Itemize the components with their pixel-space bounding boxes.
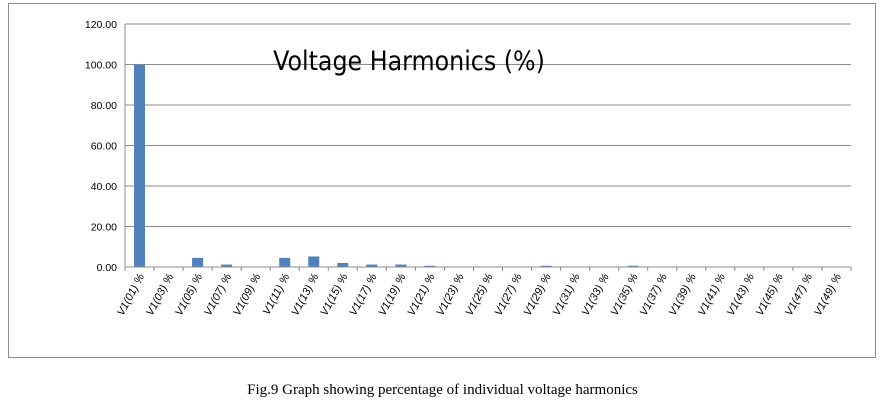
y-tick-label: 0.00 — [97, 262, 118, 274]
x-tick-label: V1(49) % — [812, 272, 844, 318]
x-tick-label: V1(19) % — [376, 272, 408, 318]
x-tick-label: V1(23) % — [434, 272, 466, 318]
bar — [366, 264, 378, 267]
x-tick-label: V1(17) % — [347, 272, 379, 318]
bar — [395, 264, 407, 267]
chart-title: Voltage Harmonics (%) — [273, 45, 545, 77]
x-tick-label: V1(31) % — [551, 272, 583, 318]
x-tick-label: V1(45) % — [754, 272, 786, 318]
x-tick-label: V1(11) % — [261, 272, 293, 318]
bar — [308, 256, 320, 267]
x-tick-label: V1(29) % — [522, 272, 554, 318]
x-tick-label: V1(35) % — [609, 272, 641, 318]
y-tick-label: 60.00 — [91, 141, 117, 153]
y-tick-label: 100.00 — [85, 60, 117, 72]
bar — [192, 257, 204, 267]
y-tick-label: 120.00 — [85, 19, 117, 31]
x-tick-label: V1(07) % — [202, 272, 234, 318]
x-tick-label: V1(37) % — [638, 272, 670, 318]
bar — [134, 64, 146, 267]
bar — [424, 265, 436, 267]
y-tick-label: 40.00 — [91, 181, 117, 193]
x-tick-label: V1(03) % — [144, 272, 176, 318]
bar — [540, 265, 552, 267]
x-tick-label: V1(41) % — [696, 272, 728, 318]
x-tick-label: V1(39) % — [667, 272, 699, 318]
x-tick-label: V1(15) % — [318, 272, 350, 318]
x-tick-label: V1(21) % — [405, 272, 437, 318]
x-tick-label: V1(27) % — [493, 272, 525, 318]
x-tick-label: V1(33) % — [580, 272, 612, 318]
x-tick-label: V1(05) % — [173, 272, 205, 318]
x-tick-label: V1(01) % — [115, 272, 147, 318]
x-tick-label: V1(25) % — [464, 272, 496, 318]
chart-area: 0.00 20.00 40.00 60.00 80.00 100.00 120.00 V1(0… — [8, 3, 876, 358]
chart-plot: 0.00 20.00 40.00 60.00 80.00 100.00 120.00 V1(0… — [85, 19, 852, 318]
x-tick-label: V1(47) % — [783, 272, 815, 318]
bar — [221, 264, 233, 267]
x-tick-label: V1(09) % — [231, 272, 263, 318]
x-tick-label: V1(43) % — [725, 272, 757, 318]
x-tick-label: V1(13) % — [289, 272, 321, 318]
figure-caption: Fig.9 Graph showing percentage of indivi… — [247, 382, 638, 398]
bar — [279, 257, 291, 267]
y-tick-label: 20.00 — [91, 222, 117, 234]
bar — [337, 262, 349, 267]
bar — [627, 265, 639, 267]
y-tick-label: 80.00 — [91, 100, 117, 112]
